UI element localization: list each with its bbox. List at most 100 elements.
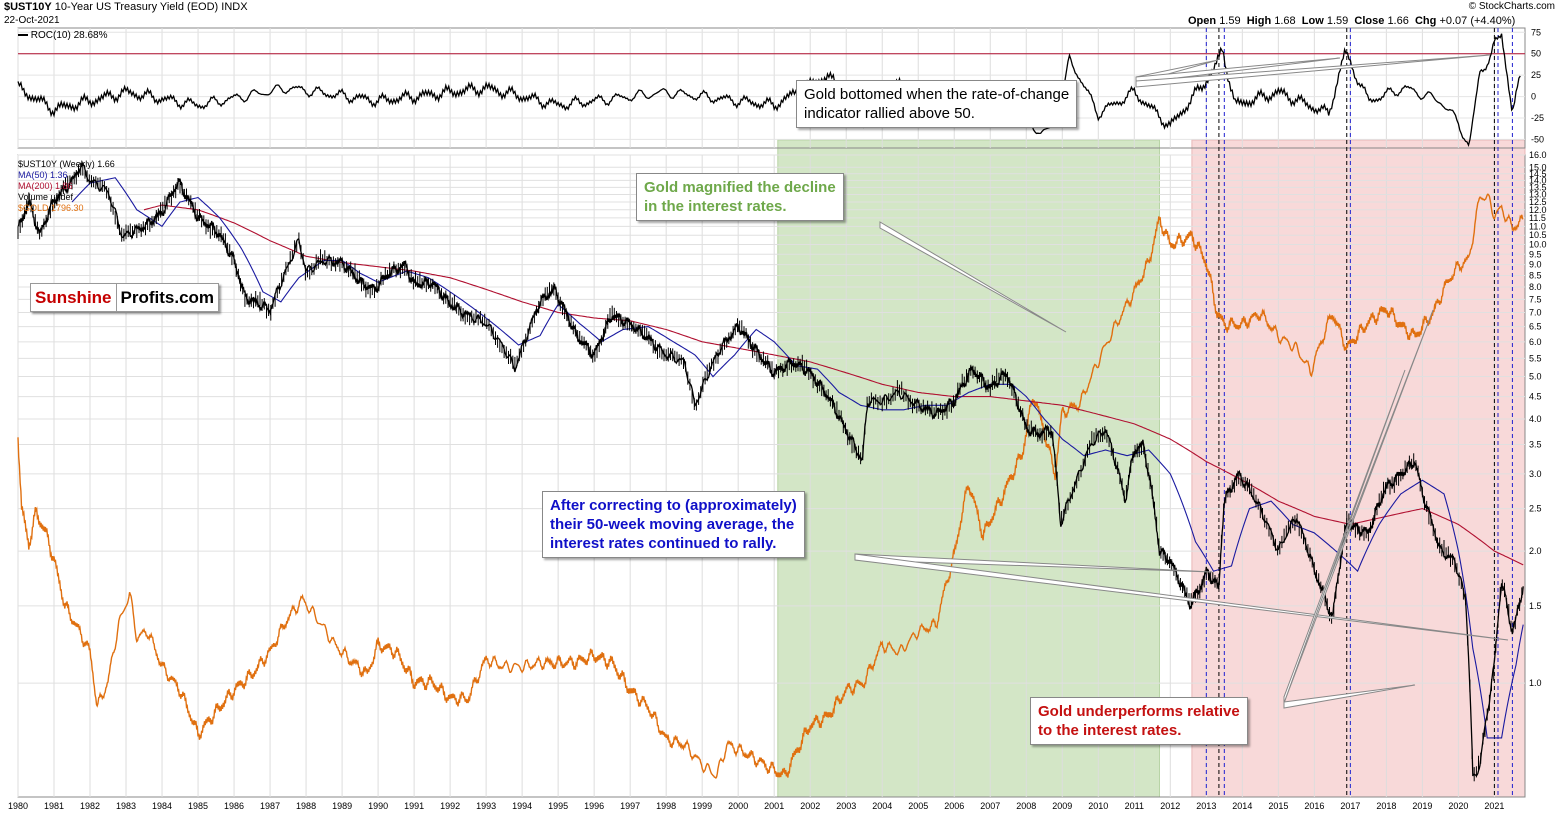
roc-tick-label: -25 [1531,113,1544,123]
legend-gold: $GOLD 1796.30 [18,203,84,213]
y-tick-label: 15.0 [1529,162,1547,172]
y-tick-label: 14.5 [1529,169,1547,179]
y-tick-label: 3.0 [1529,469,1542,479]
x-tick-label: 1989 [332,801,352,811]
x-tick-label: 1992 [440,801,460,811]
x-tick-label: 1987 [260,801,280,811]
x-tick-label: 2015 [1268,801,1288,811]
x-tick-label: 1984 [152,801,172,811]
y-tick-label: 11.5 [1529,213,1546,223]
pointer-red-3 [1283,684,1416,709]
symbol-name: 10-Year US Treasury Yield (EOD) [54,1,219,13]
pointer-blue-2 [854,553,1509,641]
y-tick-label: 6.5 [1529,322,1542,332]
y-tick-label: 13.0 [1529,190,1547,200]
x-tick-label: 2005 [908,801,928,811]
y-tick-label: 13.5 [1529,182,1547,192]
x-tick-label: 1999 [692,801,712,811]
x-tick-label: 1981 [44,801,64,811]
credit: © StockCharts.com [1468,1,1555,12]
y-tick-label: 5.0 [1529,372,1542,382]
pointer-roc-2 [1135,57,1341,84]
x-tick-label: 1998 [656,801,676,811]
roc-line [17,33,1521,147]
y-tick-label: 10.0 [1529,240,1547,250]
x-tick-label: 2011 [1125,801,1144,811]
y-tick-label: 5.5 [1529,353,1542,363]
y-tick-label: 1.5 [1529,601,1542,611]
x-tick-label: 1993 [476,801,496,811]
highlight-zone-green [777,139,1161,798]
callout-red: Gold underperforms relative to the intere… [1030,697,1248,745]
pointer-roc-3 [1135,54,1491,88]
roc-label: ROC(10) 28.68% [18,30,107,41]
y-tick-label: 4.0 [1529,414,1542,424]
symbol: $UST10Y [4,1,52,13]
y-tick-label: 1.0 [1529,678,1542,688]
x-tick-label: 1990 [368,801,388,811]
x-tick-label: 2009 [1052,801,1072,811]
x-tick-label: 1997 [620,801,640,811]
roc-tick-label: 50 [1531,49,1541,59]
x-tick-label: 2016 [1304,801,1324,811]
legend-ma200: MA(200) 1.86 [18,181,73,191]
x-tick-label: 2013 [1196,801,1216,811]
y-tick-label: 4.5 [1529,392,1542,402]
x-tick-label: 2021 [1484,801,1504,811]
y-tick-label: 7.5 [1529,294,1542,304]
roc-tick-label: 75 [1531,27,1541,37]
y-tick-label: 9.0 [1529,260,1542,270]
x-tick-label: 2000 [728,801,748,811]
x-tick-label: 2004 [872,801,892,811]
x-tick-label: 2012 [1160,801,1180,811]
x-tick-label: 1986 [224,801,244,811]
y-tick-label: 10.5 [1529,230,1547,240]
roc-tick-label: -50 [1531,134,1544,144]
y-tick-label: 11.0 [1529,221,1546,231]
y-tick-label: 16.0 [1529,150,1547,160]
x-tick-label: 2002 [800,801,820,811]
y-tick-label: 12.0 [1529,205,1547,215]
callout-blue: After correcting to (approximately) their… [542,491,805,558]
x-tick-label: 1985 [188,801,208,811]
x-tick-label: 2019 [1412,801,1432,811]
y-tick-label: 9.5 [1529,249,1542,259]
legend-volume: Volume undef [18,192,74,202]
chart-date: 22-Oct-2021 [4,15,60,26]
y-tick-label: 12.5 [1529,197,1547,207]
x-tick-label: 1996 [584,801,604,811]
pointer-red-2 [1283,369,1406,704]
pointer-green [879,221,1067,333]
price-bars [17,162,1523,782]
x-tick-label: 1991 [404,801,424,811]
ma200-line [143,204,1524,566]
x-tick-label: 1982 [80,801,100,811]
legend-ma50: MA(50) 1.36 [18,170,68,180]
y-tick-label: 6.0 [1529,337,1542,347]
ohlc-readout: Open 1.59 High 1.68 Low 1.59 Close 1.66 … [1188,15,1516,27]
y-tick-label: 3.5 [1529,439,1542,449]
y-tick-label: 7.0 [1529,307,1542,317]
x-tick-label: 1980 [8,801,28,811]
y-tick-label: 8.5 [1529,270,1542,280]
chart-title: $UST10Y 10-Year US Treasury Yield (EOD) … [4,1,248,13]
y-tick-label: 14.0 [1529,175,1547,185]
roc-tick-label: 0 [1531,92,1536,102]
exchange: INDX [221,1,248,13]
x-tick-label: 2003 [836,801,856,811]
roc-tick-label: 25 [1531,70,1541,80]
callout-green: Gold magnified the decline in the interes… [636,173,844,221]
x-tick-label: 2007 [980,801,1000,811]
x-tick-label: 1995 [548,801,568,811]
roc-panel-frame [17,27,1526,149]
x-tick-label: 1988 [296,801,316,811]
x-tick-label: 2006 [944,801,964,811]
x-tick-label: 2018 [1376,801,1396,811]
gold-line [17,193,1524,780]
x-tick-label: 1994 [512,801,532,811]
x-tick-label: 1983 [116,801,136,811]
x-tick-label: 2020 [1448,801,1468,811]
x-tick-label: 2017 [1340,801,1360,811]
x-tick-label: 2001 [764,801,784,811]
